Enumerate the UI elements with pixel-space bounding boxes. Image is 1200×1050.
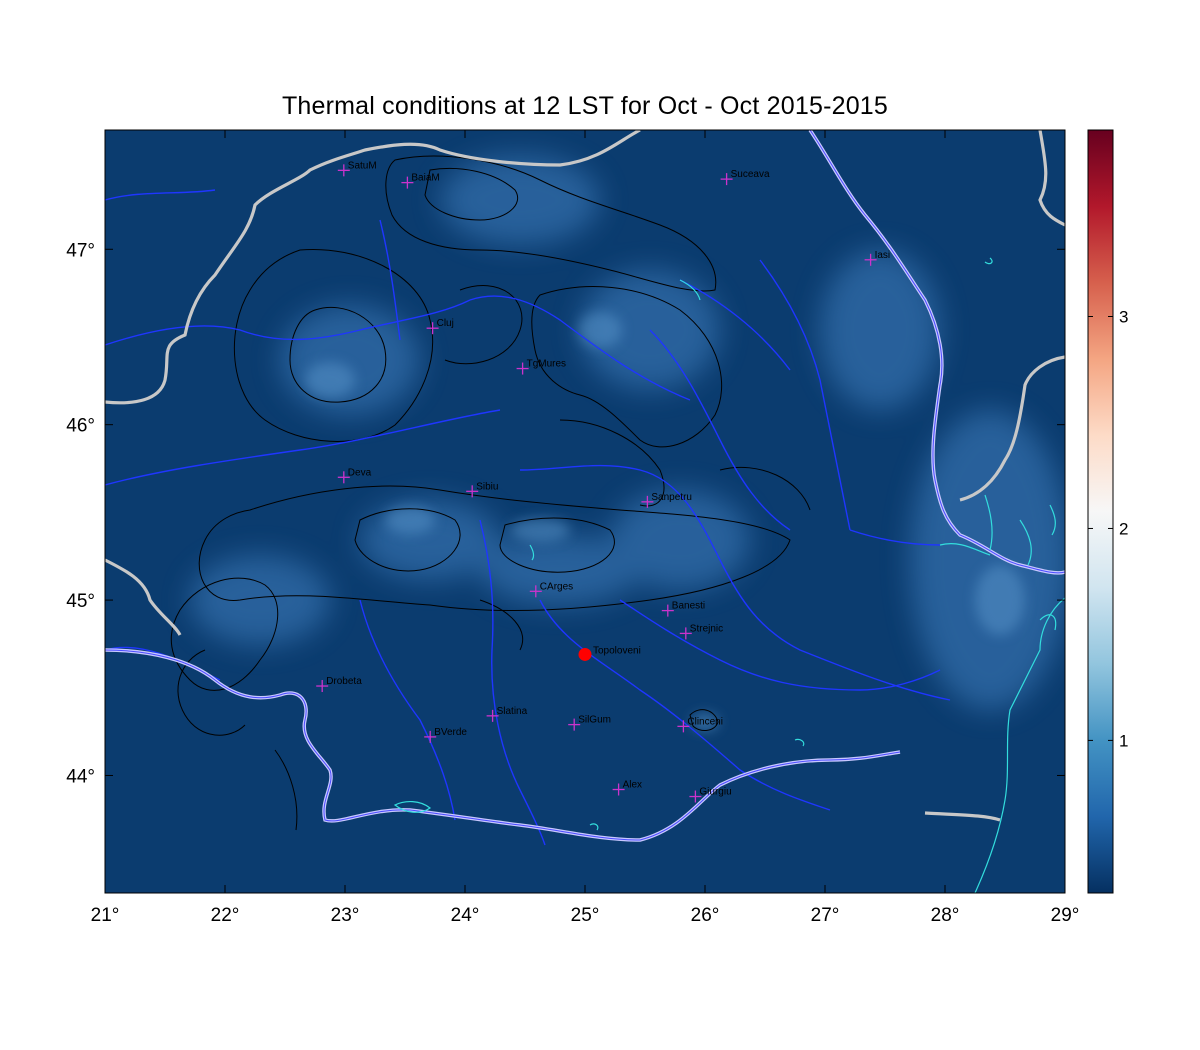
lon-tick-label: 26° (691, 905, 720, 926)
map-background (105, 130, 1065, 893)
city-marker: Giurgiu (689, 787, 732, 803)
lon-tick-label: 25° (571, 905, 600, 926)
city-marker: Banesti (661, 601, 705, 617)
thermal-spots (305, 312, 1025, 731)
city-marker: Cluj (426, 318, 454, 335)
city-label: Drobeta (326, 676, 362, 687)
rivers (105, 189, 951, 846)
city-label: Cluj (437, 318, 454, 329)
city-label: Strejnic (690, 623, 723, 634)
city-label: SilGum (578, 715, 611, 726)
city-marker: Alex (612, 780, 642, 796)
city-label: Sibiu (476, 481, 498, 492)
axis-tick-labels: 21° 22° 23° 24° 25° 26° 27° 28° 29° 44° 45° 46° 47° (66, 240, 1079, 926)
axis-ticks (104, 130, 1066, 893)
elevation-contours (170, 155, 811, 831)
coastline-lakes (393, 257, 1065, 893)
highlight-station: Topoloveni (578, 645, 641, 661)
colorbar-frame (1087, 129, 1114, 894)
city-marker: CArges (529, 581, 573, 598)
lon-tick-label: 21° (91, 905, 120, 926)
lon-tick-label: 28° (931, 905, 960, 926)
lat-tick-label: 47° (66, 240, 95, 261)
lon-tick-label: 23° (331, 905, 360, 926)
lon-tick-label: 27° (811, 905, 840, 926)
city-label: CArges (540, 581, 573, 592)
chart-title: Thermal conditions at 12 LST for Oct - O… (281, 92, 889, 120)
city-label: Banesti (672, 601, 705, 612)
city-marker: Clinceni (677, 716, 723, 733)
city-marker: Iasi (864, 250, 891, 266)
city-marker: BaiaM (401, 173, 440, 189)
lat-tick-label: 46° (66, 416, 95, 437)
city-label: Alex (623, 780, 642, 791)
city-label: SatuM (348, 160, 377, 171)
city-marker: Strejnic (679, 623, 723, 640)
map-panel: SatuM BaiaM Suceava Iasi Cluj TgMures Deva Sibi… (105, 130, 1065, 893)
colorbar-gradient (1088, 130, 1113, 893)
city-label: Giurgiu (699, 787, 731, 798)
station-label: Topoloveni (593, 645, 641, 656)
city-label: Slatina (497, 706, 528, 717)
city-label: Clinceni (687, 716, 723, 727)
city-label: Suceava (731, 169, 770, 180)
romania-river-borders (105, 130, 1065, 842)
city-markers: SatuM BaiaM Suceava Iasi Cluj TgMures Deva Sibi… (316, 160, 891, 803)
city-marker: Drobeta (316, 676, 362, 693)
city-marker: SilGum (568, 715, 611, 731)
colorbar-tick-label: 3 (1119, 308, 1128, 327)
city-marker: TgMures (516, 359, 566, 375)
country-borders (105, 130, 1065, 822)
city-marker: Sibiu (466, 481, 498, 498)
city-label: Iasi (875, 250, 891, 261)
lon-tick-label: 29° (1051, 905, 1080, 926)
colorbar-tick-label: 1 (1119, 731, 1128, 750)
city-marker: Deva (337, 467, 372, 484)
city-label: TgMures (527, 359, 566, 370)
colorbar: 1 2 3 (1087, 129, 1128, 894)
colorbar-tick-label: 2 (1119, 519, 1128, 538)
city-marker: BVerde (424, 727, 467, 743)
city-label: BaiaM (411, 173, 439, 184)
colorbar-ticks: 1 2 3 (1088, 308, 1128, 750)
lat-tick-label: 44° (66, 766, 95, 787)
station-dot-icon (578, 647, 592, 661)
lat-tick-label: 45° (66, 591, 95, 612)
city-marker: SatuM (337, 160, 377, 177)
city-label: Deva (348, 467, 372, 478)
lon-tick-label: 24° (451, 905, 480, 926)
lon-tick-label: 22° (211, 905, 240, 926)
city-label: BVerde (434, 727, 467, 738)
city-marker: Suceava (720, 169, 770, 186)
city-marker: Sanpetru (641, 492, 692, 508)
city-label: Sanpetru (651, 492, 692, 503)
city-marker: Slatina (486, 706, 528, 722)
